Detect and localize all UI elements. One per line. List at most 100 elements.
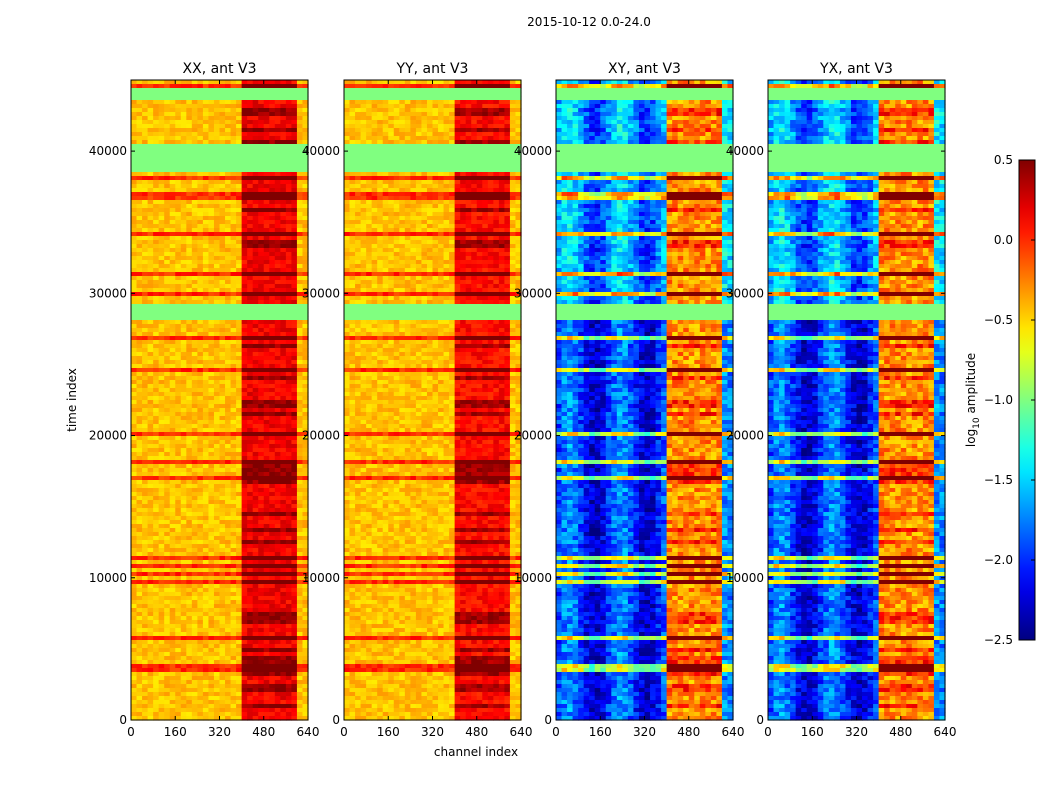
heatmap-cell — [208, 404, 215, 409]
heatmap-cell — [230, 684, 237, 689]
heatmap-cell — [197, 656, 204, 661]
heatmap-cell — [225, 616, 232, 621]
heatmap-cell — [280, 348, 287, 353]
heatmap-cell — [258, 188, 265, 193]
heatmap-cell — [274, 344, 281, 349]
heatmap-cell — [269, 276, 276, 281]
heatmap-cell — [131, 96, 138, 101]
heatmap-cell — [186, 140, 193, 145]
heatmap-cell — [230, 252, 237, 257]
heatmap-cell — [153, 120, 160, 125]
heatmap-cell — [202, 356, 210, 361]
heatmap-cell — [285, 656, 293, 661]
heatmap-cell — [191, 80, 198, 85]
heatmap-cell — [131, 556, 138, 561]
heatmap-cell — [269, 548, 276, 553]
heatmap-cell — [230, 400, 237, 405]
heatmap-cell — [280, 680, 287, 685]
heatmap-cell — [291, 292, 298, 297]
heatmap-cell — [180, 300, 187, 305]
heatmap-cell — [153, 284, 160, 289]
heatmap-cell — [191, 480, 198, 485]
heatmap-cell — [136, 700, 143, 705]
heatmap-cell — [269, 488, 276, 493]
heatmap-cell — [258, 456, 265, 461]
heatmap-cell — [175, 444, 182, 449]
heatmap-cell — [219, 212, 226, 217]
heatmap-cell — [180, 168, 187, 173]
heatmap-cell — [219, 532, 226, 537]
heatmap-cell — [285, 108, 293, 113]
heatmap-cell — [302, 336, 309, 341]
heatmap-cell — [258, 428, 265, 433]
heatmap-cell — [291, 424, 298, 429]
heatmap-cell — [280, 480, 287, 485]
heatmap-cell — [296, 272, 304, 277]
heatmap-cell — [208, 668, 215, 673]
heatmap-cell — [142, 196, 149, 201]
heatmap-cell — [208, 580, 215, 585]
heatmap-cell — [269, 368, 276, 373]
heatmap-cell — [230, 236, 237, 241]
heatmap-cell — [175, 372, 182, 377]
heatmap-cell — [269, 184, 276, 189]
heatmap-cell — [169, 504, 176, 509]
heatmap-cell — [263, 272, 270, 277]
heatmap-cell — [197, 684, 204, 689]
heatmap-cell — [296, 656, 304, 661]
heatmap-cell — [147, 332, 154, 337]
heatmap-cell — [280, 540, 287, 545]
heatmap-cell — [142, 308, 149, 313]
heatmap-cell — [191, 556, 198, 561]
heatmap-cell — [291, 488, 298, 493]
heatmap-cell — [241, 316, 248, 321]
heatmap-cell — [208, 164, 215, 169]
heatmap-cell — [208, 632, 215, 637]
heatmap-cell — [296, 560, 304, 565]
heatmap-cell — [263, 172, 270, 177]
heatmap-cell — [280, 384, 287, 389]
heatmap-cell — [241, 592, 248, 597]
heatmap-cell — [296, 320, 304, 325]
heatmap-cell — [164, 116, 171, 121]
heatmap-cell — [180, 384, 187, 389]
heatmap-cell — [208, 264, 215, 269]
heatmap-cell — [263, 444, 270, 449]
heatmap-cell — [258, 292, 265, 297]
heatmap-cell — [208, 484, 215, 489]
heatmap-cell — [225, 620, 232, 625]
heatmap-cell — [280, 220, 287, 225]
heatmap-cell — [158, 672, 165, 677]
heatmap-cell — [169, 492, 176, 497]
heatmap-cell — [274, 272, 281, 277]
heatmap-cell — [186, 360, 193, 365]
heatmap-cell — [291, 448, 298, 453]
heatmap-cell — [274, 624, 281, 629]
heatmap-cell — [296, 516, 304, 521]
heatmap-cell — [247, 404, 254, 409]
heatmap-cell — [208, 436, 215, 441]
heatmap-cell — [302, 456, 309, 461]
heatmap-cell — [136, 516, 143, 521]
heatmap-cell — [274, 136, 281, 141]
heatmap-cell — [274, 140, 281, 145]
heatmap-cell — [147, 80, 154, 85]
heatmap-cell — [169, 292, 176, 297]
heatmap-cell — [241, 296, 248, 301]
heatmap-cell — [291, 340, 298, 345]
heatmap-cell — [131, 284, 138, 289]
heatmap-cell — [230, 128, 237, 133]
heatmap-cell — [241, 564, 248, 569]
heatmap-cell — [186, 240, 193, 245]
heatmap-cell — [153, 436, 160, 441]
heatmap-cell — [208, 292, 215, 297]
heatmap-cell — [131, 208, 138, 213]
heatmap-cell — [153, 656, 160, 661]
heatmap-cell — [252, 312, 259, 317]
heatmap-cell — [263, 280, 270, 285]
heatmap-cell — [225, 676, 232, 681]
heatmap-cell — [269, 448, 276, 453]
heatmap-cell — [175, 100, 182, 105]
heatmap-cell — [180, 416, 187, 421]
heatmap-cell — [180, 192, 187, 197]
